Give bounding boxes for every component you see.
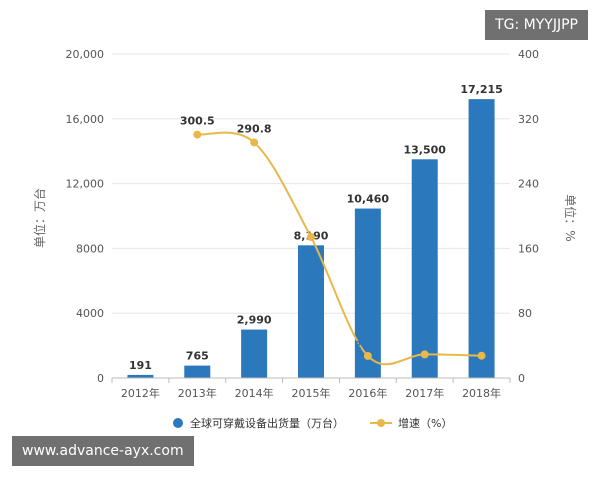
line-point	[250, 138, 259, 147]
y-left-tick-label: 8000	[76, 242, 104, 255]
bar	[241, 329, 268, 378]
legend-label-line: 增速（%）	[398, 416, 452, 430]
bar	[411, 159, 438, 378]
legend-label-bar: 全球可穿戴设备出货量（万台）	[190, 416, 344, 430]
bar-data-label: 2,990	[237, 314, 272, 327]
x-tick-label: 2017年	[405, 386, 444, 400]
bar	[127, 374, 154, 378]
bar-data-label: 17,215	[460, 83, 502, 96]
y-left-tick-label: 12,000	[66, 178, 105, 191]
y-left-tick-label: 0	[97, 372, 104, 385]
line-data-label: 29.1	[411, 337, 438, 350]
x-tick-label: 2012年	[121, 386, 160, 400]
bar	[298, 245, 324, 378]
line-point	[193, 130, 202, 139]
bar-data-label: 765	[186, 350, 209, 363]
line-data-label: 27.2	[354, 339, 381, 352]
line-series: 300.5 290.8 27.2 29.1 27.5	[180, 115, 495, 366]
y-right-tick-label: 400	[518, 48, 539, 61]
line-point	[477, 351, 486, 360]
line-data-label: 290.8	[237, 122, 272, 135]
y-axis-right-title: 单位：%	[563, 194, 578, 241]
bar	[354, 208, 381, 378]
y-right-tick-label: 160	[518, 242, 539, 255]
bar-data-label: 10,460	[347, 193, 390, 206]
bar	[468, 99, 495, 378]
legend-marker-point	[377, 419, 385, 427]
bar-data-label: 13,500	[403, 143, 446, 156]
line-data-label: 300.5	[180, 115, 215, 128]
line-point	[363, 351, 372, 360]
bar	[184, 365, 211, 378]
x-tick-label: 2016年	[348, 386, 387, 400]
y-axis-left-title: 单位：万台	[32, 188, 47, 248]
y-right-tick-label: 0	[518, 372, 525, 385]
bar-data-label: 191	[129, 359, 152, 372]
watermark-tag: TG: MYYJJPP	[485, 10, 588, 40]
gridlines	[112, 53, 510, 314]
y-right-tick-label: 320	[518, 113, 539, 126]
y-right-tick-label: 240	[518, 178, 539, 191]
x-tick-label: 2014年	[235, 386, 274, 400]
url-tag: www.advance-ayx.com	[12, 436, 194, 466]
y-left-tick-label: 20,000	[66, 48, 105, 61]
y-left-tick-label: 16,000	[66, 113, 105, 126]
legend-marker-bar	[173, 418, 183, 428]
x-tick-label: 2018年	[462, 386, 501, 400]
x-tick-label: 2013年	[178, 386, 217, 400]
legend: 全球可穿戴设备出货量（万台） 增速（%）	[173, 416, 452, 430]
line-point	[420, 350, 429, 359]
y-left-tick-label: 4000	[76, 307, 104, 320]
line-data-label: 27.5	[468, 339, 495, 352]
line-point	[307, 233, 315, 242]
x-tick-label: 2015年	[292, 386, 331, 400]
y-right-tick-label: 80	[518, 307, 532, 320]
axes: 0 4000 8000 12,000 16,000 20,000 0 80 160 240 320 4…	[66, 48, 540, 400]
